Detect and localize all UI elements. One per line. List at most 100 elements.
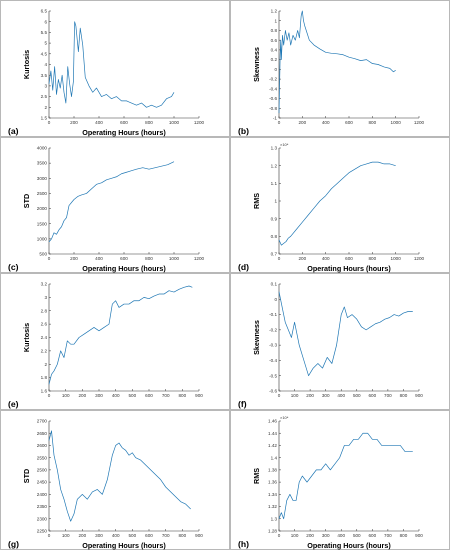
chart-panel-b: 0 200 400 600 800 1000 1200 -1 -0.8 -0.6 -0.4 -0.2 0… — [230, 0, 450, 137]
series-line-f — [278, 291, 413, 377]
y-tick-label: -0.4 — [269, 358, 277, 363]
axes-f — [278, 284, 419, 392]
chart-svg-g: 0 100 200 300 400 500 600 700 800 900 2250 2300 2350… — [8, 419, 203, 550]
x-tick-label: 200 — [70, 256, 78, 261]
x-tick-label: 1000 — [169, 120, 180, 125]
y-tick-label: 1.5 — [41, 116, 48, 121]
chart-panel-a: 0 200 400 600 800 1000 1200 1.5 2 2.5 3 3.5 4 4.5 5 5.5… — [0, 0, 230, 137]
y-tick-label: 1.36 — [268, 480, 277, 485]
y-tick-label: 1 — [274, 18, 277, 23]
y-tick-label: -0.4 — [269, 86, 277, 91]
y-tick-label: -0.2 — [269, 77, 277, 82]
x-axis-label: Operating Hours (hours) — [307, 264, 391, 273]
x-tick-label: 800 — [145, 256, 153, 261]
chart-svg-d: 0 200 400 600 800 1000 1200 0.7 0.8 0.9 1 1.1 1.2 1.3… — [238, 142, 425, 273]
x-tick-label: 700 — [384, 533, 392, 538]
panel-label: (e) — [8, 399, 19, 409]
x-tick-label: 100 — [291, 393, 299, 398]
y-axis-label: Kurtosis — [22, 50, 31, 79]
x-tick-label: 0 — [278, 393, 281, 398]
x-tick-label: 200 — [70, 120, 78, 125]
y-tick-label: 1.2 — [271, 9, 278, 14]
y-tick-label: 5 — [44, 41, 47, 46]
y-tick-label: 1.34 — [268, 492, 277, 497]
y-tick-label: 2.5 — [41, 94, 48, 99]
x-tick-label: 700 — [162, 533, 170, 538]
x-tick-label: 600 — [345, 256, 353, 261]
series-line-c — [48, 161, 175, 243]
y-tick-label: 5.5 — [41, 30, 48, 35]
y-tick-label: 0.4 — [271, 48, 278, 53]
y-tick-label: 2.8 — [41, 308, 48, 313]
y-tick-label: 1.2 — [271, 163, 278, 168]
x-tick-label: 200 — [306, 393, 314, 398]
x-tick-label: 800 — [178, 533, 186, 538]
x-tick-label: 400 — [337, 533, 345, 538]
y-tick-label: 2.2 — [41, 348, 48, 353]
x-tick-label: 900 — [415, 393, 423, 398]
y-tick-label: 2.6 — [41, 322, 48, 327]
axes-g — [48, 421, 199, 532]
axes-d — [278, 148, 419, 255]
x-tick-label: 800 — [400, 533, 408, 538]
chart-svg-b: 0 200 400 600 800 1000 1200 -1 -0.8 -0.6 -0.4 -0.2 0… — [238, 9, 425, 136]
axes-a — [48, 11, 199, 119]
x-axis-label: Operating Hours (hours) — [307, 541, 391, 550]
x-tick-label: 600 — [145, 533, 153, 538]
y-tick-label: 1.8 — [41, 375, 48, 380]
x-tick-label: 200 — [78, 393, 86, 398]
y-tick-label: 4.5 — [41, 51, 48, 56]
y-tick-label: 2700 — [37, 419, 48, 424]
y-tick-label: -0.6 — [269, 389, 277, 394]
y-tick-label: 2 — [44, 105, 47, 110]
y-tick-label: 1.32 — [268, 504, 277, 509]
y-tick-label: 1.44 — [268, 431, 277, 436]
chart-panel-d: 0 200 400 600 800 1000 1200 0.7 0.8 0.9 1 1.1 1.2 1.3… — [230, 137, 450, 273]
y-tick-label: 2650 — [37, 431, 48, 436]
y-tick-label: 1.3 — [271, 516, 278, 521]
axis-multiplier: ×10⁴ — [280, 142, 289, 147]
x-tick-label: 800 — [400, 393, 408, 398]
x-tick-label: 300 — [322, 393, 330, 398]
chart-panel-h: 0 100 200 300 400 500 600 700 800 900 1.28 1.3 1.32 1… — [230, 410, 450, 550]
y-tick-label: 0 — [274, 297, 277, 302]
x-tick-label: 900 — [195, 533, 203, 538]
x-tick-label: 700 — [384, 393, 392, 398]
y-tick-label: 2350 — [37, 504, 48, 509]
panel-label: (g) — [8, 539, 19, 549]
axes-h — [278, 421, 419, 532]
x-tick-label: 300 — [95, 533, 103, 538]
y-tick-label: 1.28 — [268, 529, 277, 534]
y-tick-label: -0.6 — [269, 96, 277, 101]
y-axis-label: RMS — [252, 193, 261, 209]
y-tick-label: 3000 — [37, 176, 48, 181]
x-tick-label: 400 — [95, 120, 103, 125]
chart-panel-c: 0 200 400 600 800 1000 1200 500 1000 1500 2000 2500… — [0, 137, 230, 273]
y-tick-label: 1.1 — [271, 181, 278, 186]
x-tick-label: 700 — [162, 393, 170, 398]
x-tick-label: 500 — [128, 533, 136, 538]
y-tick-label: 2450 — [37, 480, 48, 485]
x-tick-label: 0 — [48, 533, 51, 538]
y-tick-label: 2000 — [37, 206, 48, 211]
y-tick-label: 1.42 — [268, 443, 277, 448]
chart-panel-g: 0 100 200 300 400 500 600 700 800 900 2250 2300 2350… — [0, 410, 230, 550]
y-tick-label: 2500 — [37, 191, 48, 196]
x-tick-label: 500 — [353, 533, 361, 538]
axis-multiplier: ×10⁴ — [280, 415, 289, 420]
y-axis-label: RMS — [252, 468, 261, 484]
y-axis-label: STD — [22, 194, 31, 208]
y-tick-label: 2550 — [37, 455, 48, 460]
x-tick-label: 100 — [62, 393, 70, 398]
y-tick-label: 0.6 — [271, 38, 278, 43]
y-tick-label: 4000 — [37, 146, 48, 151]
x-tick-label: 100 — [62, 533, 70, 538]
x-tick-label: 800 — [178, 393, 186, 398]
panel-label: (c) — [8, 262, 19, 272]
y-tick-label: 6 — [44, 19, 47, 24]
x-tick-label: 600 — [120, 120, 128, 125]
x-tick-label: 1200 — [414, 256, 425, 261]
y-tick-label: -0.2 — [269, 327, 277, 332]
x-tick-label: 400 — [337, 393, 345, 398]
